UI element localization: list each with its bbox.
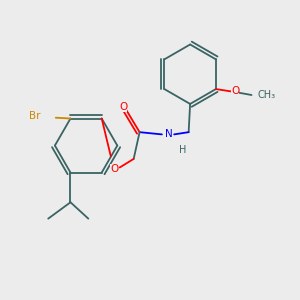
Text: O: O (231, 85, 239, 96)
Text: CH₃: CH₃ (257, 90, 276, 100)
Text: Br: Br (29, 110, 41, 121)
Text: H: H (179, 145, 186, 155)
Text: O: O (119, 102, 128, 112)
Text: N: N (165, 129, 173, 139)
Text: O: O (110, 164, 118, 174)
